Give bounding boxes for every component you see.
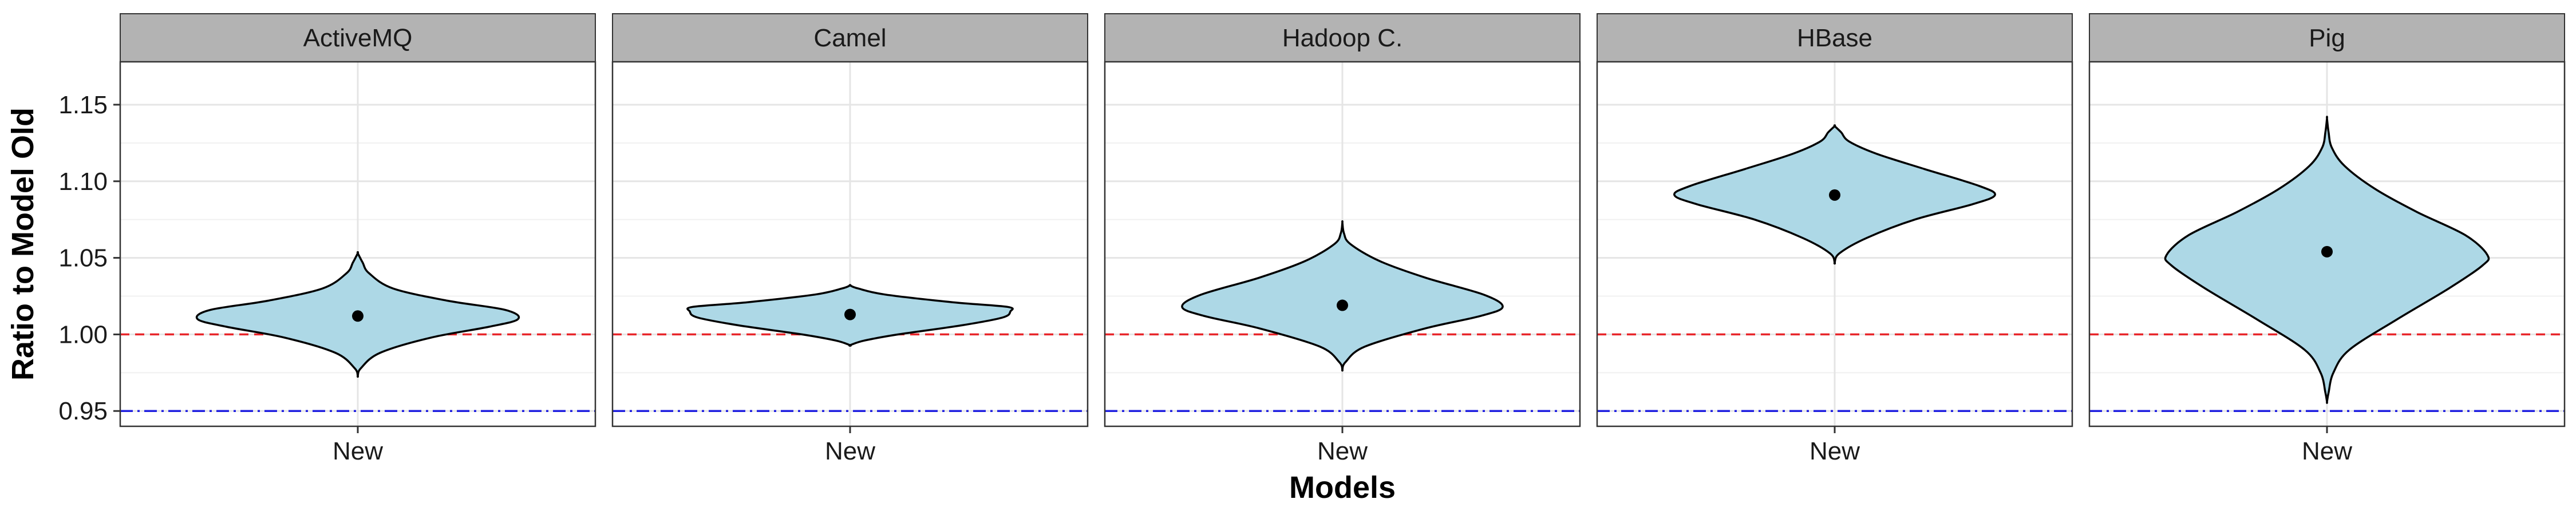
y-axis-title: Ratio to Model Old: [6, 108, 40, 381]
mean-point-pig: [2321, 245, 2333, 258]
violin-pig: [2164, 116, 2490, 404]
mean-point-activemq: [352, 310, 364, 322]
strip-label-activemq: ActiveMQ: [303, 24, 413, 52]
strip-hadoop-c: [1104, 13, 1581, 62]
x-tick-label-hbase: New: [1809, 437, 1860, 465]
strip-pig: [2089, 13, 2565, 62]
strip-camel: [612, 13, 1088, 62]
strip-label-pig: Pig: [2309, 24, 2345, 52]
y-tick-label: 1.05: [58, 244, 108, 272]
violin-hadoop-c: [1181, 220, 1504, 372]
strip-activemq: [120, 13, 596, 62]
x-tick-label-hadoop-c: New: [1317, 437, 1368, 465]
x-tick-label-pig: New: [2302, 437, 2352, 465]
x-tick-label-activemq: New: [333, 437, 383, 465]
strip-label-hadoop-c: Hadoop C.: [1282, 24, 1402, 52]
strip-label-hbase: HBase: [1797, 24, 1872, 52]
mean-point-camel: [844, 308, 856, 320]
y-tick-label: 1.10: [58, 168, 108, 196]
x-tick-label-camel: New: [825, 437, 875, 465]
y-tick-label: 0.95: [58, 397, 108, 425]
strip-label-camel: Camel: [813, 24, 886, 52]
mean-point-hadoop-c: [1337, 299, 1348, 311]
y-tick-label: 1.00: [58, 320, 108, 348]
mean-point-hbase: [1829, 189, 1840, 201]
x-axis-title: Models: [1289, 470, 1396, 505]
y-tick-label: 1.15: [58, 91, 108, 119]
